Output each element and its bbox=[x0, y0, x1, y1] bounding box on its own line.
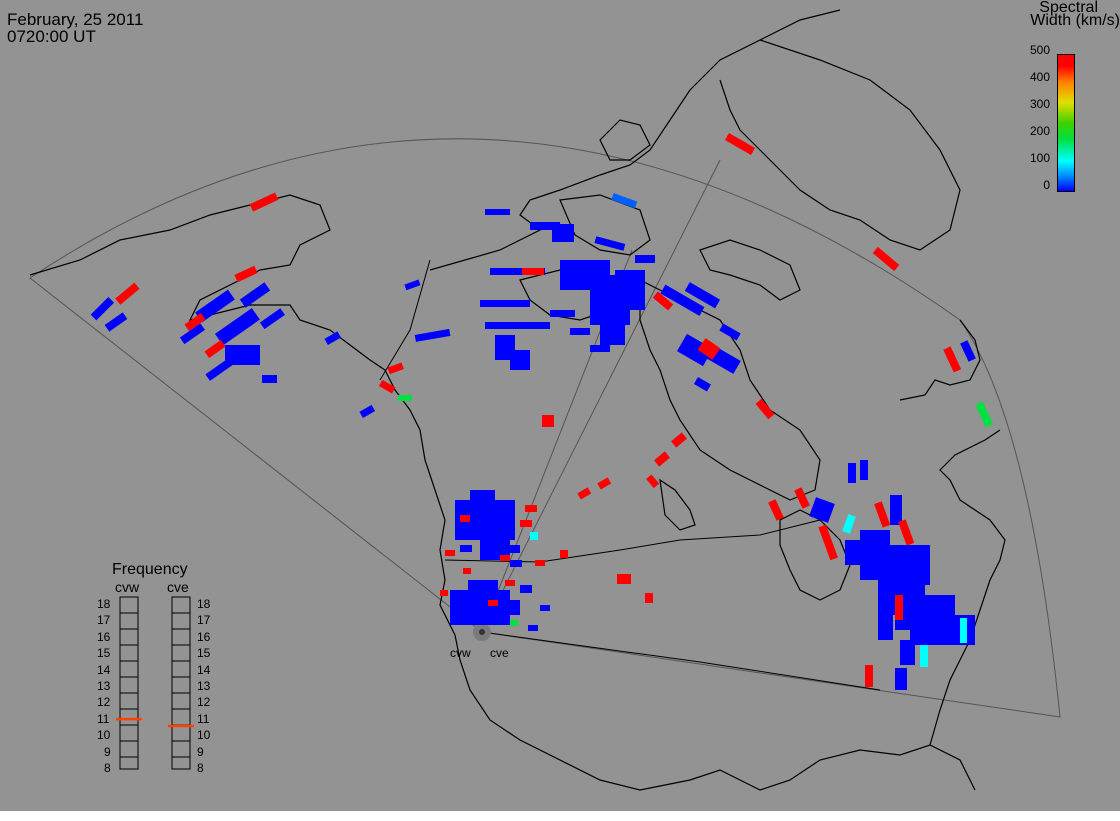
frequency-title: Frequency bbox=[112, 561, 188, 578]
frequency-label-right: 13 bbox=[197, 679, 211, 693]
frequency-label-left: 11 bbox=[97, 711, 110, 726]
colorbar-tick: 0 bbox=[1043, 178, 1050, 192]
frequency-label-right: 11 bbox=[197, 711, 210, 726]
frequency-label-right: 9 bbox=[197, 744, 204, 759]
frequency-label-left: 13 bbox=[97, 679, 111, 693]
frequency-label-right: 8 bbox=[197, 761, 204, 775]
site-label-cve: cve bbox=[490, 646, 509, 660]
cvw-radar-name: cvw bbox=[115, 579, 140, 595]
frequency-label-right: 14 bbox=[197, 662, 211, 677]
frequency-label-left: 18 bbox=[97, 597, 111, 611]
frequency-label-left: 8 bbox=[104, 761, 111, 775]
radar-site-marker bbox=[473, 623, 491, 641]
backscatter-cells bbox=[90, 133, 994, 690]
time-label: 0720:00 UT bbox=[7, 27, 96, 46]
frequency-label-left: 10 bbox=[97, 728, 111, 743]
colorbar-tick: 100 bbox=[1029, 151, 1050, 165]
frequency-label-right: 10 bbox=[197, 728, 211, 743]
frequency-label-left: 16 bbox=[97, 629, 111, 644]
spectral-width-colorbar bbox=[1057, 54, 1075, 192]
colorbar-tick: 200 bbox=[1029, 124, 1050, 138]
colorbar-tick: 300 bbox=[1029, 97, 1050, 111]
frequency-ticks bbox=[120, 612, 190, 758]
frequency-label-right: 15 bbox=[197, 646, 211, 661]
frequency-label-left: 14 bbox=[97, 662, 111, 677]
colorbar-title: Spectral bbox=[1039, 0, 1098, 16]
cve-radar-name: cve bbox=[167, 579, 189, 595]
colorbar-units: Width (km/s) bbox=[1030, 12, 1120, 29]
frequency-label-right: 18 bbox=[197, 597, 211, 611]
boundaries bbox=[379, 259, 881, 691]
frequency-label-right: 12 bbox=[197, 695, 211, 710]
frequency-scales bbox=[119, 596, 191, 770]
frequency-label-left: 15 bbox=[97, 646, 111, 661]
frequency-label-right: 17 bbox=[197, 613, 211, 628]
frequency-label-right: 16 bbox=[197, 629, 211, 644]
colorbar-tick: 500 bbox=[1029, 43, 1050, 57]
colorbar-tick: 400 bbox=[1029, 70, 1050, 84]
frequency-label-left: 12 bbox=[97, 695, 111, 710]
frequency-label-left: 9 bbox=[104, 744, 111, 759]
date-label: February, 25 2011 bbox=[7, 10, 144, 29]
site-label-cvw: cvw bbox=[450, 646, 471, 660]
coastlines bbox=[29, 9, 1006, 791]
frequency-label-left: 17 bbox=[97, 613, 111, 628]
